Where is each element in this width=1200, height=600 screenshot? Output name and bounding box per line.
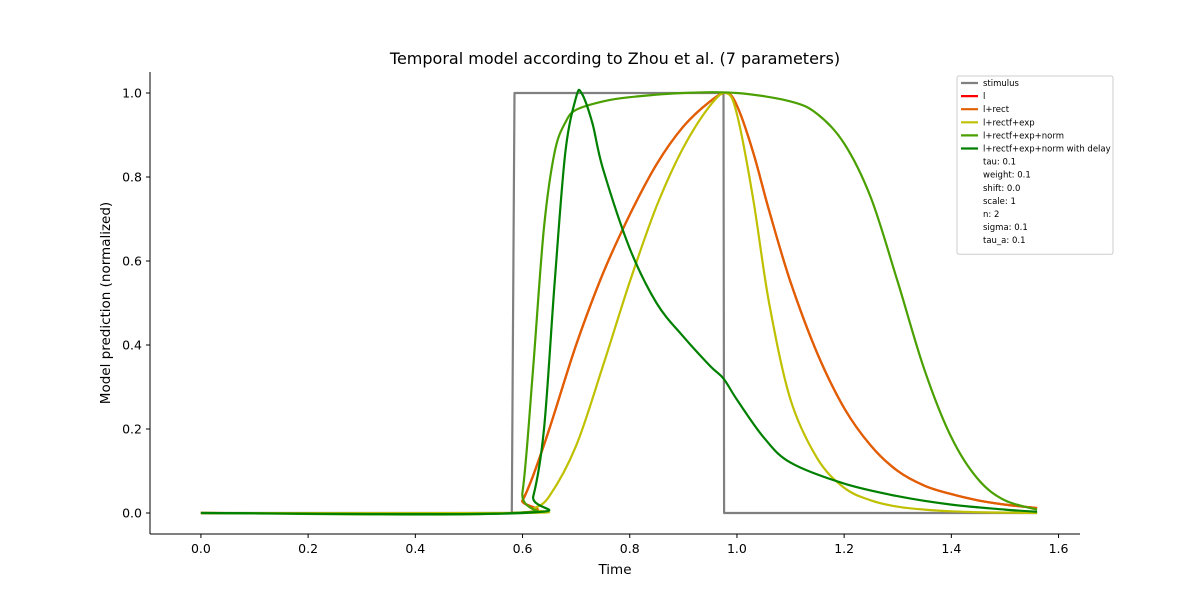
series-line-stimulus	[200, 91, 1038, 515]
legend-param-label: scale: 1	[983, 197, 1016, 207]
legend-entry-label: l+rect	[983, 105, 1010, 115]
legend: stimulus l l+rect l+rectf+exp l+rectf+exp+no…	[956, 75, 1114, 255]
legend-box	[956, 75, 1114, 255]
x-tick-label: 0.6	[513, 541, 533, 556]
y-axis-label: Model prediction (normalized)	[98, 202, 114, 404]
y-tick-label: 0.8	[122, 170, 142, 185]
legend-param-label: shift: 0.0	[983, 184, 1020, 194]
legend-entry-label: l+rectf+exp+norm	[983, 131, 1064, 141]
y-tick-label: 1.0	[122, 86, 142, 101]
x-tick-label: 1.0	[727, 541, 747, 556]
legend-entry-label: l+rectf+exp+norm with delay	[983, 145, 1111, 155]
series-layer	[200, 88, 1038, 516]
series-line-l-rectf-exp	[200, 91, 1038, 515]
legend-entry-label: l	[983, 92, 985, 102]
legend-param-label: weight: 0.1	[983, 171, 1031, 181]
y-tick-label: 0.6	[122, 254, 142, 269]
legend-param-label: n: 2	[983, 210, 999, 220]
x-tick-label: 0.2	[298, 541, 318, 556]
legend-param-label: tau_a: 0.1	[983, 236, 1025, 246]
y-tick-label: 0.2	[122, 422, 142, 437]
x-tick-label: 0.8	[620, 541, 640, 556]
legend-param-label: tau: 0.1	[983, 158, 1016, 168]
chart-title: Temporal model according to Zhou et al. …	[389, 49, 840, 68]
x-tick-label: 0.4	[405, 541, 425, 556]
y-tick-label: 0.4	[122, 338, 142, 353]
x-tick-label: 1.2	[834, 541, 854, 556]
series-line-l	[200, 91, 1038, 516]
axes: 0.0 0.2 0.4 0.6 0.8 1.0 1.2 1.4 1.6 0.0 0.2 0.4 0.6 0…	[122, 72, 1080, 556]
series-line-l-rect	[200, 91, 1038, 516]
x-axis-label: Time	[597, 562, 631, 578]
series-line-l-rectf-exp-norm	[200, 91, 1038, 516]
series-line-l-rectf-exp-norm-with-delay	[200, 88, 1038, 516]
legend-entry-label: l+rectf+exp	[983, 118, 1035, 128]
x-tick-label: 1.6	[1049, 541, 1069, 556]
y-tick-label: 0.0	[122, 506, 142, 521]
x-tick-label: 0.0	[191, 541, 211, 556]
legend-entry-label: stimulus	[983, 79, 1020, 89]
x-tick-label: 1.4	[941, 541, 961, 556]
legend-param-label: sigma: 0.1	[983, 223, 1028, 233]
